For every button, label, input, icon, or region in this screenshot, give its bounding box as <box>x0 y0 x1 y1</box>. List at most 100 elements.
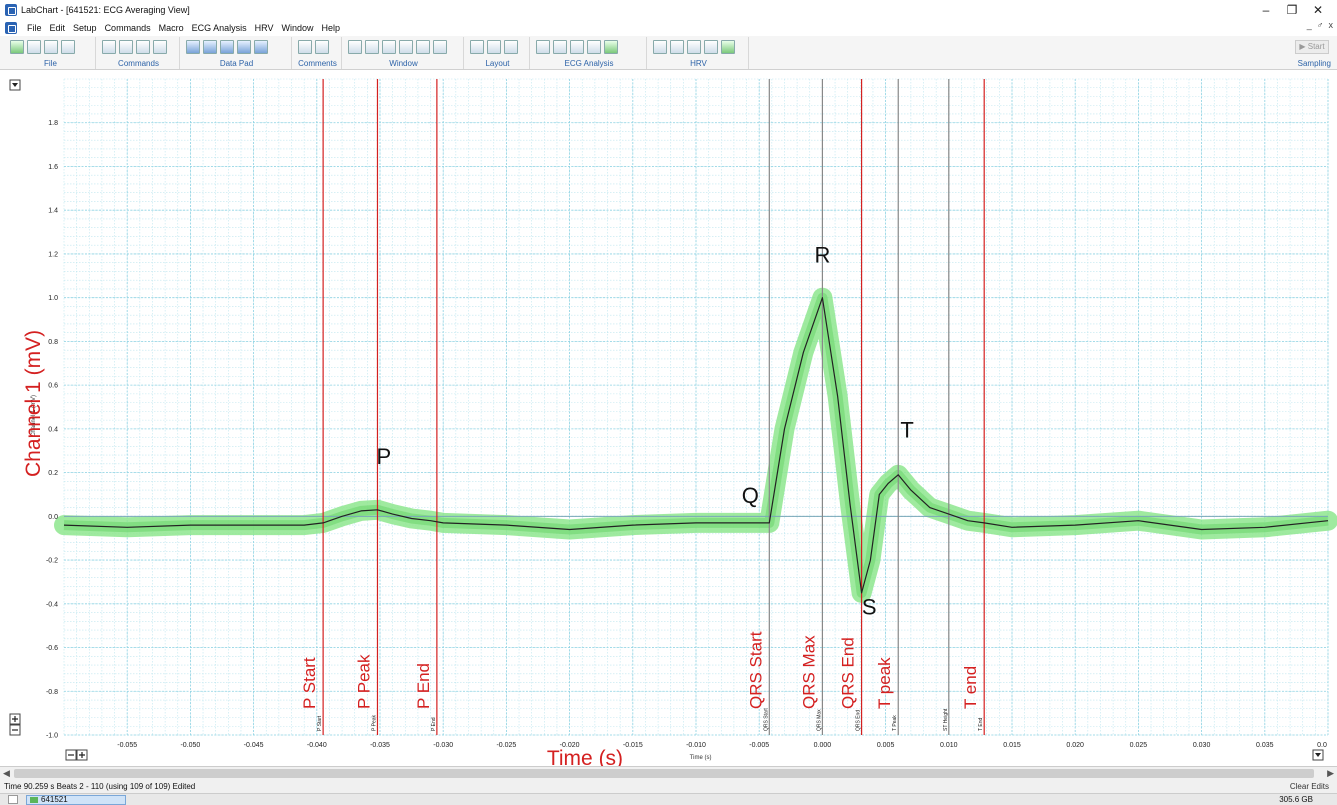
hrv-table-icon[interactable] <box>704 40 718 54</box>
wave-label-p: P <box>376 444 391 469</box>
menu-help[interactable]: Help <box>321 23 340 33</box>
marker-tag: P Start <box>317 715 323 731</box>
notebook-icon[interactable] <box>433 40 447 54</box>
mdi-restore-button[interactable]: ♂ <box>1316 20 1324 30</box>
x-zoom-out-button[interactable] <box>65 749 77 761</box>
spectrum-icon[interactable] <box>416 40 430 54</box>
y-tick-label: -0.4 <box>46 601 58 608</box>
wave-label-s: S <box>862 595 877 620</box>
layout-grid-icon[interactable] <box>470 40 484 54</box>
scroll-right-icon[interactable]: ▶ <box>1327 768 1334 778</box>
zoom-view-icon[interactable] <box>382 40 396 54</box>
y-tick-label: 1.6 <box>48 164 58 171</box>
ecg-settings-icon[interactable] <box>536 40 550 54</box>
find-next-icon[interactable] <box>119 40 133 54</box>
chart-view-icon[interactable] <box>348 40 362 54</box>
hrv-tachogram-icon[interactable] <box>670 40 684 54</box>
status-text: Time 90.259 s Beats 2 - 110 (using 109 o… <box>4 782 196 791</box>
marker-annotation-label: QRS Max <box>799 635 818 709</box>
x-tick-label: 0.0 <box>1317 742 1327 749</box>
x-tick-label: -0.015 <box>623 742 643 749</box>
menu-file[interactable]: File <box>27 23 42 33</box>
layout-save-icon[interactable] <box>504 40 518 54</box>
clear-edits-button[interactable]: Clear Edits <box>1289 782 1329 791</box>
scrollbar-thumb[interactable] <box>14 769 1314 778</box>
command-icon[interactable] <box>153 40 167 54</box>
y-tick-label: 0.0 <box>48 514 58 521</box>
y-tick-label: -0.2 <box>46 558 58 565</box>
x-tick-label: 0.020 <box>1066 742 1084 749</box>
marker-tag: ST Height <box>943 708 949 731</box>
y-tick-label: 1.2 <box>48 251 58 258</box>
ecg-report-icon[interactable] <box>604 40 618 54</box>
menu-macro[interactable]: Macro <box>158 23 184 33</box>
hrv-settings-icon[interactable] <box>653 40 667 54</box>
menu-commands[interactable]: Commands <box>104 23 151 33</box>
toolbar-group-file: File <box>6 37 96 69</box>
y-tick-label: 1.8 <box>48 120 58 127</box>
data-pad-icon[interactable] <box>186 40 200 54</box>
toolbar-group-label: ECG Analysis <box>564 59 614 68</box>
marker-annotation-label: T end <box>961 666 980 709</box>
ecg-beat-icon[interactable] <box>553 40 567 54</box>
close-button[interactable]: ✕ <box>1312 3 1324 17</box>
y-zoom-out-button[interactable] <box>9 724 21 736</box>
ecg-table-icon[interactable] <box>587 40 601 54</box>
marker-annotation-label: QRS End <box>839 637 858 709</box>
wave-label-r: R <box>814 243 830 268</box>
marker-annotation-label: P End <box>414 663 433 709</box>
open-folder-icon[interactable] <box>27 40 41 54</box>
document-tab[interactable]: 641521 <box>26 795 126 805</box>
x-zoom-in-button[interactable] <box>76 749 88 761</box>
new-file-icon[interactable] <box>10 40 24 54</box>
hrv-report-icon[interactable] <box>687 40 701 54</box>
chart-icon[interactable] <box>254 40 268 54</box>
horizontal-scrollbar[interactable]: ◀ ▶ <box>0 766 1337 780</box>
marker-tag: P Peak <box>371 714 377 731</box>
xy-view-icon[interactable] <box>399 40 413 54</box>
y-zoom-in-button[interactable] <box>9 713 21 725</box>
add-comment-icon[interactable] <box>298 40 312 54</box>
scroll-left-icon[interactable]: ◀ <box>3 768 10 778</box>
print-icon[interactable] <box>61 40 75 54</box>
layout-split-icon[interactable] <box>487 40 501 54</box>
menu-setup[interactable]: Setup <box>73 23 97 33</box>
document-icon[interactable] <box>5 22 17 34</box>
save-icon[interactable] <box>44 40 58 54</box>
collapse-channel-button[interactable] <box>9 79 21 91</box>
menu-hrv[interactable]: HRV <box>254 23 274 33</box>
y-tick-label: 1.4 <box>48 208 58 215</box>
toolbar-group-label: Window <box>389 59 418 68</box>
ecg-averaging-chart: P Start P Start P Peak P Peak P End P End QRS … <box>0 71 1337 770</box>
marker-tag: P End <box>431 717 437 731</box>
mdi-close-button[interactable]: x <box>1328 20 1334 30</box>
add-to-data-pad-icon[interactable] <box>203 40 217 54</box>
multiple-add-icon[interactable] <box>220 40 234 54</box>
find-icon[interactable] <box>102 40 116 54</box>
x-tick-label: 0.030 <box>1193 742 1211 749</box>
restore-button[interactable]: ❐ <box>1286 3 1298 17</box>
ecg-average-icon[interactable] <box>570 40 584 54</box>
mdi-controls: _ ♂ x <box>1307 20 1333 30</box>
marker-annotation-label: P Peak <box>354 654 373 709</box>
hrv-export-icon[interactable] <box>721 40 735 54</box>
mdi-minimize-button[interactable]: _ <box>1306 20 1312 30</box>
data-pad-options-icon[interactable] <box>237 40 251 54</box>
menu-ecg-analysis[interactable]: ECG Analysis <box>191 23 247 33</box>
scope-view-icon[interactable] <box>365 40 379 54</box>
menu-window[interactable]: Window <box>281 23 314 33</box>
x-tick-label: 0.010 <box>940 742 958 749</box>
start-sampling-button[interactable]: ▶ Start <box>1295 40 1329 54</box>
ecg-averaging-plot-area: P Start P Start P Peak P Peak P End P End QRS … <box>0 71 1337 770</box>
document-taskbar: 641521 305.6 GB <box>0 793 1337 805</box>
wave-label-t: T <box>900 418 913 443</box>
window-list-icon[interactable] <box>8 795 18 804</box>
x-tick-label: -0.050 <box>180 742 200 749</box>
expand-view-button[interactable] <box>1312 749 1324 761</box>
toolbar-group-label: Commands <box>118 59 159 68</box>
minimize-button[interactable]: – <box>1262 3 1270 17</box>
sampling-group-label: Sampling <box>1297 59 1331 68</box>
comment-list-icon[interactable] <box>315 40 329 54</box>
menu-edit[interactable]: Edit <box>49 23 66 33</box>
step-icon[interactable] <box>136 40 150 54</box>
